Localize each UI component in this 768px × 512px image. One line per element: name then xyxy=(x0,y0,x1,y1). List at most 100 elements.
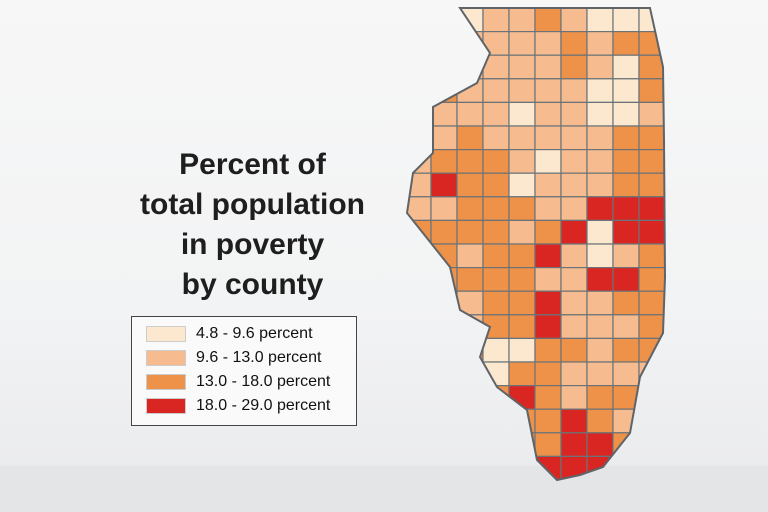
county xyxy=(456,172,484,198)
county xyxy=(456,432,484,457)
county xyxy=(534,337,562,363)
county xyxy=(534,243,562,269)
county xyxy=(407,78,432,104)
county xyxy=(456,54,484,80)
county xyxy=(430,314,458,339)
county xyxy=(560,172,588,198)
county xyxy=(560,54,588,80)
county xyxy=(586,432,614,457)
county xyxy=(560,219,588,245)
county xyxy=(430,337,458,363)
county xyxy=(407,432,432,457)
county xyxy=(508,432,536,457)
county xyxy=(508,8,536,33)
county xyxy=(508,149,536,174)
county xyxy=(638,125,665,151)
county xyxy=(407,455,432,480)
county xyxy=(430,219,458,245)
county xyxy=(560,196,588,222)
county xyxy=(586,337,614,363)
county xyxy=(534,54,562,80)
county xyxy=(407,149,432,174)
county xyxy=(407,408,432,434)
county xyxy=(560,361,588,387)
county xyxy=(508,455,536,480)
legend-item: 18.0 - 29.0 percent xyxy=(146,394,356,418)
county xyxy=(508,78,536,104)
county xyxy=(612,8,640,33)
county xyxy=(430,408,458,434)
county xyxy=(586,8,614,33)
legend: 4.8 - 9.6 percent 9.6 - 13.0 percent 13.… xyxy=(131,316,357,426)
county xyxy=(456,219,484,245)
county xyxy=(482,101,510,127)
county xyxy=(638,172,665,198)
county xyxy=(407,219,432,245)
county xyxy=(586,408,614,434)
county xyxy=(612,267,640,292)
county xyxy=(508,54,536,80)
county xyxy=(534,172,562,198)
county xyxy=(534,408,562,434)
county xyxy=(612,149,640,174)
county xyxy=(638,432,665,457)
county xyxy=(638,455,665,480)
county xyxy=(407,337,432,363)
county xyxy=(534,267,562,292)
county xyxy=(407,243,432,269)
county xyxy=(560,78,588,104)
county xyxy=(482,455,510,480)
county xyxy=(534,385,562,410)
county xyxy=(638,243,665,269)
county xyxy=(586,267,614,292)
county xyxy=(534,31,562,56)
county xyxy=(508,101,536,127)
county xyxy=(586,101,614,127)
county xyxy=(612,290,640,316)
county xyxy=(560,314,588,339)
county xyxy=(612,243,640,269)
county xyxy=(508,267,536,292)
legend-item: 13.0 - 18.0 percent xyxy=(146,370,356,394)
county xyxy=(430,78,458,104)
county xyxy=(407,361,432,387)
title-line: in poverty xyxy=(180,228,325,261)
county xyxy=(534,125,562,151)
county xyxy=(456,196,484,222)
county xyxy=(560,125,588,151)
county xyxy=(560,337,588,363)
county xyxy=(638,267,665,292)
county xyxy=(560,149,588,174)
county xyxy=(430,31,458,56)
county xyxy=(407,31,432,56)
county xyxy=(612,455,640,480)
county xyxy=(482,149,510,174)
county xyxy=(560,267,588,292)
county xyxy=(430,385,458,410)
county xyxy=(638,361,665,387)
county xyxy=(534,219,562,245)
county xyxy=(586,78,614,104)
county xyxy=(560,8,588,33)
county xyxy=(638,78,665,104)
county xyxy=(482,125,510,151)
county xyxy=(612,219,640,245)
county xyxy=(482,290,510,316)
county xyxy=(612,54,640,80)
county xyxy=(534,8,562,33)
legend-item: 4.8 - 9.6 percent xyxy=(146,322,356,346)
county xyxy=(560,243,588,269)
county xyxy=(612,78,640,104)
county xyxy=(430,361,458,387)
county xyxy=(560,408,588,434)
county xyxy=(612,101,640,127)
county xyxy=(534,101,562,127)
county xyxy=(456,149,484,174)
county xyxy=(430,8,458,33)
county xyxy=(638,219,665,245)
county xyxy=(612,361,640,387)
county xyxy=(430,290,458,316)
county xyxy=(407,125,432,151)
county xyxy=(456,408,484,434)
county xyxy=(482,172,510,198)
